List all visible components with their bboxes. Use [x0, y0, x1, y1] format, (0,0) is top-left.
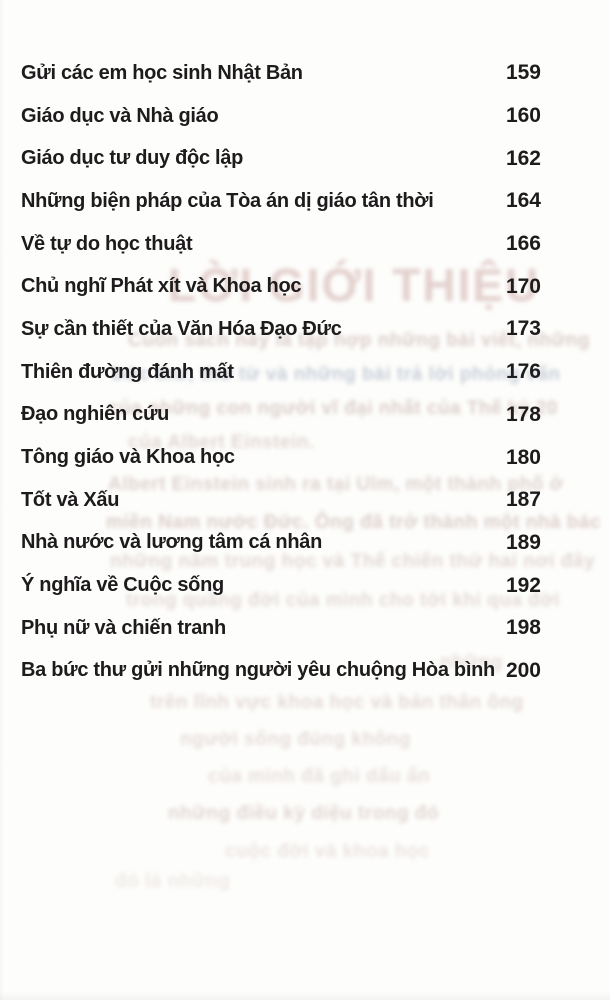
- toc-entry: Ba bức thư gửi những người yêu chuộng Hò…: [21, 650, 541, 693]
- page-left-edge-shadow: [0, 0, 4, 1000]
- toc-entry-page-number: 178: [505, 402, 541, 426]
- toc-entry-page-number: 189: [505, 530, 541, 554]
- toc-entry: Đạo nghiên cứu 178: [21, 394, 541, 437]
- toc-entry-page-number: 160: [505, 104, 541, 128]
- toc-entry-page-number: 187: [505, 488, 541, 512]
- toc-entry: Sự cần thiết của Văn Hóa Đạo Đức 173: [21, 308, 541, 351]
- toc-entry-page-number: 170: [505, 274, 541, 298]
- toc-entry: Tông giáo và Khoa học 180: [21, 436, 541, 479]
- toc-entry-title: Phụ nữ và chiến tranh: [21, 616, 226, 639]
- toc-entry: Gửi các em học sinh Nhật Bản 159: [21, 52, 541, 95]
- toc-entry-title: Sự cần thiết của Văn Hóa Đạo Đức: [21, 317, 342, 340]
- toc-entry-title: Giáo dục tư duy độc lập: [21, 147, 244, 170]
- toc-entry: Giáo dục tư duy độc lập 162: [21, 137, 541, 180]
- toc-entry-page-number: 162: [505, 146, 541, 170]
- toc-entry-title: Ba bức thư gửi những người yêu chuộng Hò…: [21, 659, 495, 682]
- toc-entry-title: Những biện pháp của Tòa án dị giáo tân t…: [21, 189, 434, 212]
- toc-entry-page-number: 198: [505, 616, 541, 640]
- toc-entry: Chủ nghĩ Phát xít và Khoa học 170: [21, 265, 541, 308]
- toc-entry-page-number: 200: [505, 658, 541, 682]
- ghost-text-line: đó là những: [115, 871, 231, 892]
- ghost-text-line: những điều kỳ diệu trong đó: [168, 803, 440, 824]
- ghost-text-line: của mình đã ghi dấu ấn: [208, 766, 431, 787]
- toc-entry: Nhà nước và lương tâm cá nhân 189: [21, 522, 541, 565]
- toc-entry: Tốt và Xấu 187: [21, 479, 541, 522]
- toc-entry-page-number: 176: [505, 360, 541, 384]
- toc-entry-title: Ý nghĩa về Cuộc sống: [21, 574, 224, 597]
- toc-entry-title: Gửi các em học sinh Nhật Bản: [21, 61, 303, 84]
- ghost-text-line: người sống đúng không: [180, 729, 411, 750]
- toc-entry: Về tự do học thuật 166: [21, 223, 541, 266]
- toc-entry: Thiên đường đánh mất 176: [21, 351, 541, 394]
- toc-entry: Phụ nữ và chiến tranh 198: [21, 607, 541, 650]
- toc-entry-title: Tốt và Xấu: [21, 488, 120, 511]
- toc-entry-page-number: 166: [505, 232, 541, 256]
- toc-entry: Những biện pháp của Tòa án dị giáo tân t…: [21, 180, 541, 223]
- toc-entry-page-number: 164: [505, 189, 541, 213]
- table-of-contents: Gửi các em học sinh Nhật Bản 159 Giáo dụ…: [21, 52, 541, 692]
- toc-entry-title: Về tự do học thuật: [21, 232, 193, 255]
- toc-entry-page-number: 159: [505, 61, 541, 85]
- ghost-text-line: cuộc đời và khoa học: [225, 841, 431, 862]
- toc-entry-page-number: 192: [505, 573, 541, 597]
- toc-entry: Giáo dục và Nhà giáo 160: [21, 95, 541, 138]
- toc-entry-title: Thiên đường đánh mất: [21, 360, 234, 383]
- toc-entry-title: Tông giáo và Khoa học: [21, 446, 235, 469]
- toc-entry-page-number: 180: [505, 445, 541, 469]
- toc-entry: Ý nghĩa về Cuộc sống 192: [21, 564, 541, 607]
- toc-entry-page-number: 173: [505, 317, 541, 341]
- toc-entry-title: Giáo dục và Nhà giáo: [21, 104, 219, 127]
- toc-entry-title: Đạo nghiên cứu: [21, 403, 170, 426]
- toc-entry-title: Chủ nghĩ Phát xít và Khoa học: [21, 275, 302, 298]
- toc-entry-title: Nhà nước và lương tâm cá nhân: [21, 531, 322, 554]
- page-bottom-shadow: [0, 992, 610, 1000]
- ghost-text-line: trên lĩnh vực khoa học và bản thân ông: [150, 692, 524, 713]
